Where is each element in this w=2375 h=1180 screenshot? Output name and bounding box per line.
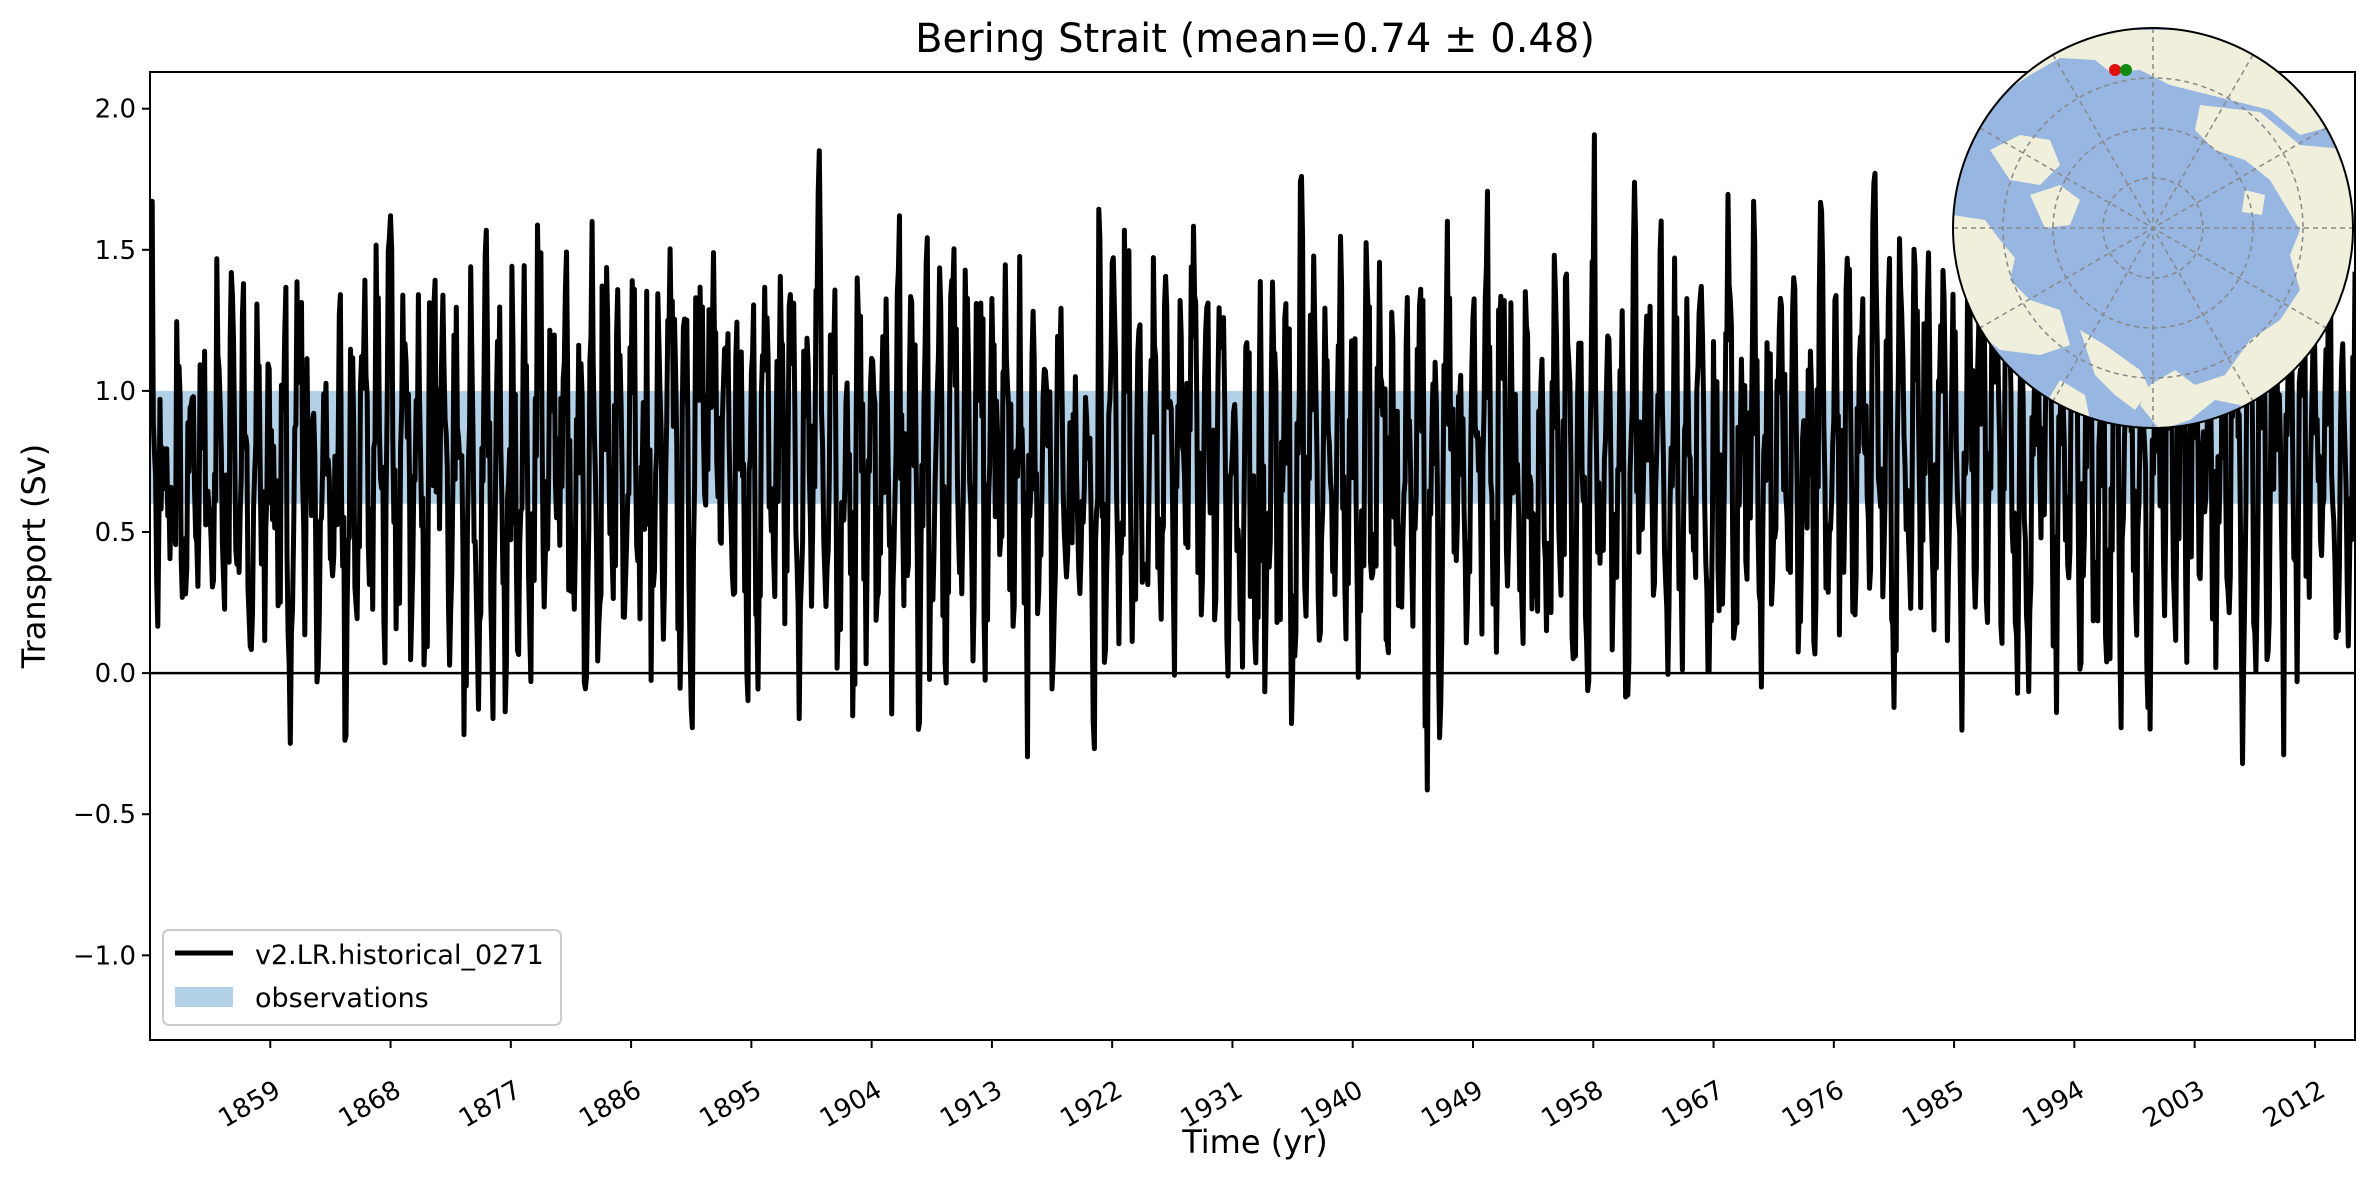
map-frame [1952, 27, 2354, 429]
x-tick-label: 1895 [695, 1075, 767, 1134]
x-tick-label: 1859 [213, 1075, 285, 1134]
x-tick-label: 1913 [935, 1075, 1007, 1134]
x-tick-label: 1886 [574, 1075, 646, 1134]
map-graticule [1953, 28, 2353, 428]
map-latitude-circle [2102, 177, 2204, 279]
x-tick-label: 1904 [815, 1075, 887, 1134]
x-tick-label: 1967 [1657, 1075, 1729, 1134]
x-axis-label: Time (yr) [1181, 1123, 1328, 1161]
map-meridian [1979, 127, 2327, 329]
chart-title: Bering Strait (mean=0.74 ± 0.48) [915, 16, 1595, 62]
x-tick-label: 1922 [1055, 1075, 1127, 1134]
plot-area [149, 71, 2356, 1041]
y-axis-label: Transport (Sv) [15, 444, 53, 670]
y-tick-label: −1.0 [73, 941, 136, 971]
x-tick-label: 1949 [1416, 1075, 1488, 1134]
x-tick-label: 1877 [454, 1075, 526, 1134]
x-tick-label: 1994 [2018, 1075, 2090, 1134]
x-axis: 1859 1868 1877 1886 1895 1904 1913 1922 1931 1940… [213, 1040, 2330, 1134]
y-tick-label: 1.5 [95, 236, 136, 266]
y-tick-label: 1.0 [95, 377, 136, 407]
y-tick-label: 0.0 [95, 659, 136, 689]
legend: v2.LR.historical_0271 observations [162, 929, 562, 1026]
x-tick-label: 2003 [2138, 1075, 2210, 1134]
x-tick-label: 2012 [2258, 1075, 2330, 1134]
x-tick-label: 1958 [1536, 1075, 1608, 1134]
inset-map-arctic [1952, 27, 2354, 429]
plot-frame [149, 71, 2356, 1041]
legend-frame [162, 929, 562, 1026]
legend-swatch-observations [175, 987, 233, 1007]
y-tick-label: 2.0 [95, 95, 136, 125]
map-marker-green [2120, 64, 2132, 76]
series-line-v2-lr-historical-0271 [150, 132, 2355, 793]
map-landmass [1990, 135, 2060, 185]
x-tick-label: 1868 [334, 1075, 406, 1134]
legend-label-observations: observations [255, 983, 429, 1014]
y-tick-label: 0.5 [95, 518, 136, 548]
y-tick-label: −0.5 [73, 800, 136, 830]
map-landmass [2140, 105, 2353, 428]
x-tick-label: 1976 [1777, 1075, 1849, 1134]
map-landmass [1953, 215, 2070, 355]
y-axis: −1.0 −0.5 0.0 0.5 1.0 1.5 2.0 [73, 95, 150, 971]
x-tick-label: 1985 [1897, 1075, 1969, 1134]
map-marker-red [2109, 64, 2121, 76]
map-landmass [2080, 330, 2150, 410]
legend-label-series: v2.LR.historical_0271 [255, 940, 544, 971]
